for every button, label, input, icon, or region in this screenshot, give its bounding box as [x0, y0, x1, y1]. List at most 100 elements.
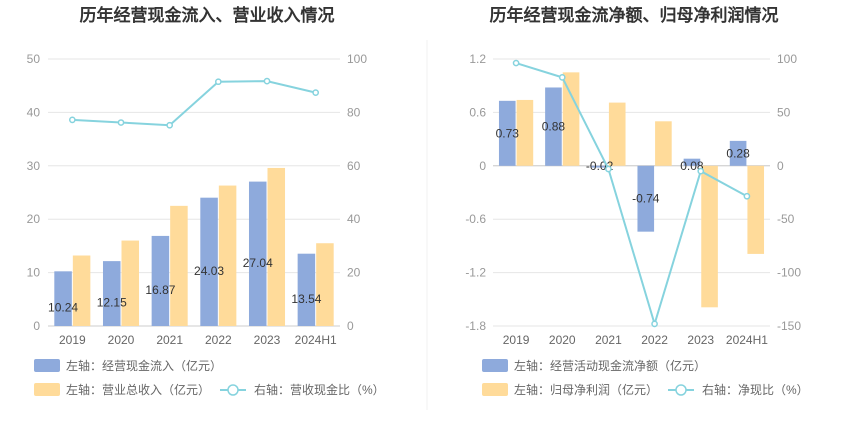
x-axis-tick: 2020: [108, 333, 135, 347]
right-axis-tick: 0: [347, 319, 354, 333]
bar-secondary: [747, 165, 765, 254]
bar-secondary: [316, 243, 334, 326]
bar-secondary: [516, 99, 534, 166]
right-axis-tick: -100: [777, 266, 801, 280]
chart-title: 历年经营现金流入、营业收入情况: [80, 5, 335, 25]
left-axis-tick: 1.2: [469, 52, 486, 66]
left-axis-tick: 50: [27, 52, 41, 66]
legend-label: 右轴：净现比（%）: [702, 382, 809, 397]
x-axis-tick: 2024H1: [726, 333, 768, 347]
legend-swatch-secondary: [34, 383, 60, 396]
ratio-point: [117, 119, 125, 126]
bar-data-label: 0.28: [726, 146, 750, 160]
bar-data-label: 16.87: [145, 283, 175, 297]
bar-primary: [200, 197, 218, 326]
ratio-point: [743, 192, 751, 200]
left-axis-tick: 30: [27, 159, 41, 173]
right-axis-tick: 80: [347, 105, 361, 119]
right-axis-tick: -50: [777, 212, 795, 226]
ratio-point: [512, 59, 520, 67]
bar-secondary: [170, 205, 188, 326]
ratio-point: [605, 165, 612, 173]
bar-primary: [498, 100, 516, 166]
bar-data-label: 24.03: [194, 264, 224, 278]
left-axis-tick: -1.8: [465, 319, 486, 333]
ratio-point: [651, 320, 658, 328]
bar-primary: [683, 158, 701, 166]
left-axis-tick: 0.6: [469, 105, 486, 119]
x-axis-tick: 2022: [641, 333, 668, 347]
x-axis-tick: 2022: [205, 333, 232, 347]
legend-swatch-primary: [34, 359, 60, 372]
bar-secondary: [72, 255, 91, 326]
left-axis-tick: 20: [27, 212, 41, 226]
bar-primary: [297, 253, 316, 326]
legend-label: 左轴：经营现金流入（亿元）: [66, 358, 222, 373]
ratio-point: [312, 89, 320, 96]
left-axis-tick: 40: [27, 105, 41, 119]
left-axis-tick: -0.6: [465, 212, 486, 226]
ratio-line: [72, 80, 316, 127]
x-axis-tick: 2023: [687, 333, 714, 347]
legend-label: 左轴：归母净利润（亿元）: [514, 382, 658, 397]
right-axis-tick: 60: [347, 159, 361, 173]
ratio-point: [697, 167, 705, 175]
bar-data-label: 0.73: [496, 126, 520, 140]
bar-primary: [248, 181, 267, 326]
bar-secondary: [218, 185, 237, 326]
bar-secondary: [655, 121, 672, 166]
right-axis-tick: 50: [777, 105, 791, 119]
left-axis-tick: 0: [33, 319, 40, 333]
bar-secondary: [562, 72, 580, 166]
left-axis-tick: 10: [27, 266, 41, 280]
ratio-point: [68, 116, 76, 124]
x-axis-tick: 2020: [549, 333, 576, 347]
x-axis-tick: 2019: [503, 333, 530, 347]
x-axis-tick: 2023: [254, 333, 281, 347]
legend-swatch-primary: [482, 359, 508, 372]
x-axis-tick: 2021: [156, 333, 183, 347]
ratio-line: [515, 62, 748, 328]
bar-primary: [637, 165, 655, 232]
bar-data-label: 10.24: [48, 301, 78, 315]
bar-data-label: 13.54: [291, 292, 321, 306]
right-axis-tick: 40: [347, 212, 361, 226]
left-axis-tick: -1.2: [465, 266, 486, 280]
bar-primary: [545, 87, 562, 166]
right-axis-tick: 20: [347, 266, 361, 280]
bar-data-label: 12.15: [97, 296, 127, 310]
bar-primary: [591, 165, 608, 168]
left-axis-tick: 0: [479, 159, 486, 173]
legend-label: 右轴：营收现金比（%）: [254, 382, 385, 397]
bar-primary: [729, 140, 747, 166]
bar-secondary: [701, 165, 718, 308]
bar-secondary: [267, 167, 286, 326]
bar-secondary: [608, 102, 626, 166]
bar-secondary: [121, 240, 140, 326]
ratio-point: [263, 77, 271, 85]
legend-label: 左轴：营业总收入（亿元）: [66, 382, 210, 397]
x-axis-tick: 2021: [595, 333, 622, 347]
ratio-point: [558, 74, 566, 81]
legend-line-marker: [227, 384, 239, 396]
bar-data-label: 0.88: [542, 120, 566, 134]
legend-label: 左轴：经营活动现金流净额（亿元）: [514, 358, 706, 373]
ratio-point: [214, 78, 222, 86]
bar-primary: [151, 235, 170, 326]
bar-data-label: 27.04: [243, 256, 273, 270]
chart-title: 历年经营现金流净额、归母净利润情况: [490, 5, 779, 25]
bar-primary: [102, 261, 121, 326]
x-axis-tick: 2019: [59, 333, 86, 347]
legend-line-marker: [675, 384, 687, 396]
right-axis-tick: 100: [777, 52, 797, 66]
bar-primary: [54, 271, 72, 326]
ratio-point: [166, 121, 174, 129]
right-axis-tick: -150: [777, 319, 801, 333]
right-axis-tick: 100: [347, 52, 367, 66]
legend-swatch-secondary: [482, 383, 508, 396]
right-axis-tick: 0: [777, 159, 784, 173]
x-axis-tick: 2024H1: [295, 333, 337, 347]
bar-data-label: -0.74: [632, 192, 660, 206]
